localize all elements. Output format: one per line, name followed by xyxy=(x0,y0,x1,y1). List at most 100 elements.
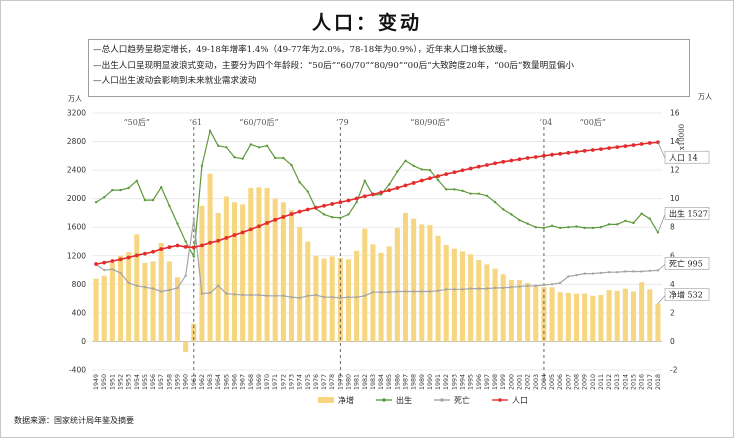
x-tick-label: 1964 xyxy=(215,374,222,390)
series-point xyxy=(624,219,627,222)
net-increase-bar xyxy=(500,274,506,342)
era-divider-label: ’61 xyxy=(189,118,202,127)
series-point xyxy=(485,194,489,198)
series-point xyxy=(94,262,98,266)
x-tick-label: 1998 xyxy=(492,374,499,390)
series-point xyxy=(607,270,611,274)
series-point xyxy=(558,151,563,156)
x-tick-label: 2006 xyxy=(557,374,564,390)
series-point xyxy=(232,233,237,237)
x-tick-label: 1969 xyxy=(256,374,263,390)
series-point xyxy=(428,290,432,293)
x-tick-label: 1996 xyxy=(476,374,483,390)
x-tick-label: 1983 xyxy=(370,374,377,390)
x-tick-label: 1975 xyxy=(305,374,312,390)
series-point xyxy=(103,196,106,199)
series-point xyxy=(567,226,570,229)
series-point xyxy=(411,181,416,185)
series-point xyxy=(623,144,628,149)
x-tick-label: 1999 xyxy=(500,374,507,390)
legend-swatch-marker xyxy=(440,398,444,402)
series-point xyxy=(257,146,261,149)
series-point xyxy=(493,201,497,204)
y-left-tick-label: 2400 xyxy=(67,166,86,175)
series-point xyxy=(388,183,391,186)
series-point xyxy=(249,143,252,146)
net-increase-bar xyxy=(109,262,115,342)
x-tick-label: 1952 xyxy=(118,374,125,390)
net-increase-bar xyxy=(402,212,409,342)
x-tick-label: 2014 xyxy=(622,374,629,390)
series-point xyxy=(461,288,464,291)
series-point xyxy=(241,157,244,160)
series-point xyxy=(420,168,423,171)
net-increase-bar xyxy=(565,292,571,342)
x-tick-label: 2002 xyxy=(525,374,532,390)
series-point xyxy=(412,164,415,168)
series-point xyxy=(281,215,286,219)
series-point xyxy=(469,192,472,195)
series-point xyxy=(151,287,155,290)
series-point xyxy=(477,192,480,195)
series-point xyxy=(135,284,138,287)
x-tick-label: 1957 xyxy=(158,374,165,390)
series-point xyxy=(175,243,180,248)
series-point xyxy=(632,270,635,273)
net-increase-bar xyxy=(451,248,457,342)
series-point xyxy=(534,226,537,229)
net-increase-bar xyxy=(174,277,181,342)
y-left-tick-label: -400 xyxy=(69,366,86,375)
series-point xyxy=(476,164,481,169)
era-label: “50后” xyxy=(124,117,150,127)
series-point xyxy=(444,172,449,177)
series-point xyxy=(297,209,302,214)
series-point xyxy=(257,293,261,297)
net-increase-bar xyxy=(549,287,555,342)
net-increase-bar xyxy=(142,262,148,342)
x-tick-label: 2007 xyxy=(565,374,572,390)
net-increase-bar xyxy=(231,202,238,342)
x-tick-label: 1981 xyxy=(354,374,361,390)
net-increase-bar xyxy=(435,235,441,342)
series-point xyxy=(510,213,513,216)
series-point xyxy=(599,147,603,152)
y-right-tick-label: 10 xyxy=(670,194,680,203)
series-point xyxy=(127,281,130,285)
series-point xyxy=(282,294,285,297)
era-divider-label: ’79 xyxy=(336,118,349,127)
series-point xyxy=(265,221,269,225)
series-point xyxy=(616,270,619,274)
callout-label: 出生 1527 xyxy=(669,208,708,218)
net-increase-bar xyxy=(313,255,319,342)
net-increase-bar xyxy=(476,260,482,342)
series-point xyxy=(135,179,138,183)
series-point xyxy=(469,287,472,290)
series-point xyxy=(542,226,546,230)
x-tick-label: 1971 xyxy=(272,374,279,390)
net-increase-bar xyxy=(199,205,205,342)
x-tick-label: 2011 xyxy=(598,374,605,390)
net-increase-bar xyxy=(362,228,368,342)
callout-leader xyxy=(657,295,666,304)
net-increase-bar xyxy=(582,293,588,342)
series-point xyxy=(525,156,530,160)
legend-label: 出生 xyxy=(396,395,412,405)
series-point xyxy=(119,271,122,275)
series-line xyxy=(95,141,658,265)
net-increase-bar xyxy=(508,280,514,342)
series-point xyxy=(298,296,301,300)
series-point xyxy=(445,188,448,191)
series-point xyxy=(631,143,636,148)
net-increase-bar xyxy=(622,288,628,342)
x-tick-label: 1972 xyxy=(280,374,287,390)
series-point xyxy=(217,284,220,287)
series-point xyxy=(550,224,554,227)
net-increase-bar xyxy=(248,187,254,342)
chart-title: 人口：变动 xyxy=(311,12,422,34)
series-point xyxy=(330,202,335,206)
series-point xyxy=(501,159,506,164)
series-point xyxy=(485,287,489,290)
x-tick-label: 1973 xyxy=(289,374,296,390)
net-increase-bar xyxy=(516,280,523,342)
x-tick-label: 2017 xyxy=(647,374,654,390)
